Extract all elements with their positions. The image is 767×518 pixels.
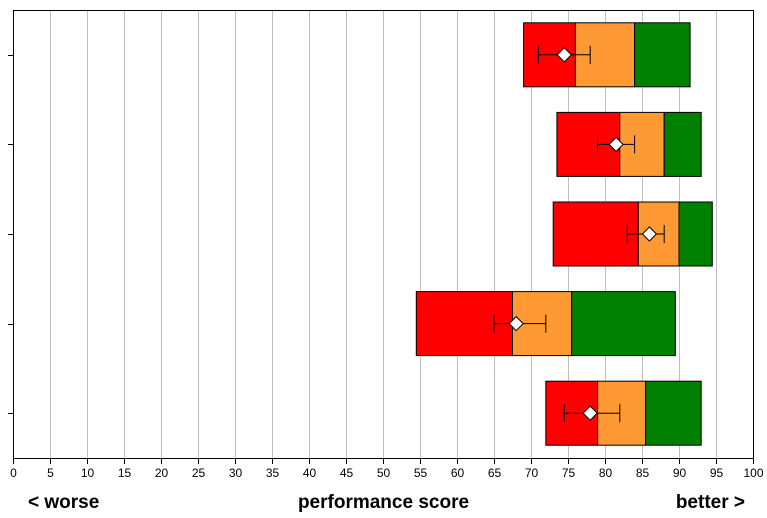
x-tick-label: 50 bbox=[377, 466, 391, 480]
bar-segment-high bbox=[663, 111, 702, 177]
bar-segment-high bbox=[645, 380, 702, 446]
worse-label: < worse bbox=[28, 492, 100, 513]
bar-segment-low bbox=[552, 201, 639, 267]
x-tick-label: 40 bbox=[303, 466, 317, 480]
x-tick-label: 95 bbox=[710, 466, 724, 480]
x-axis: 0 5 10 15 20 25 30 35 40 45 50 55 60 65 70 75 80 85 90 95 10… bbox=[8, 55, 764, 480]
x-tick-label: 55 bbox=[414, 466, 428, 480]
x-tick-label: 100 bbox=[743, 466, 763, 480]
better-label: better > bbox=[675, 492, 745, 513]
bar-segment-high bbox=[571, 291, 676, 357]
x-tick-label: 80 bbox=[599, 466, 613, 480]
x-tick-label: 0 bbox=[10, 466, 17, 480]
x-tick-label: 45 bbox=[340, 466, 354, 480]
x-tick-label: 75 bbox=[562, 466, 576, 480]
x-tick-label: 35 bbox=[266, 466, 280, 480]
x-tick-label: 30 bbox=[229, 466, 243, 480]
x-tick-label: 90 bbox=[673, 466, 687, 480]
mean-marker bbox=[608, 136, 624, 153]
x-tick-label: 65 bbox=[488, 466, 502, 480]
range-bars bbox=[415, 22, 713, 446]
x-axis-title: performance score bbox=[297, 492, 470, 513]
bar-segment-high bbox=[678, 201, 713, 267]
mean-marker bbox=[641, 226, 658, 242]
x-tick-label: 5 bbox=[47, 466, 54, 480]
x-tick-label: 85 bbox=[636, 466, 650, 480]
x-tick-label: 70 bbox=[525, 466, 539, 480]
x-tick-label: 20 bbox=[155, 466, 169, 480]
mean-marker bbox=[582, 405, 598, 421]
x-tick-label: 60 bbox=[451, 466, 465, 480]
bar-segment-high bbox=[634, 22, 691, 88]
mean-markers bbox=[493, 45, 665, 423]
x-tick-label: 10 bbox=[81, 466, 95, 480]
x-tick-label: 25 bbox=[192, 466, 206, 480]
x-tick-label: 15 bbox=[118, 466, 132, 480]
mean-marker bbox=[508, 315, 524, 332]
mean-marker bbox=[556, 47, 573, 63]
